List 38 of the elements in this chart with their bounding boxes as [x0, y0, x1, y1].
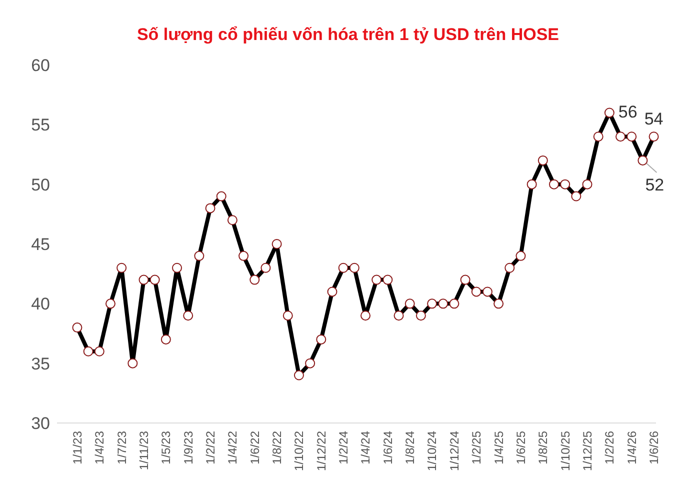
chart-title: Số lượng cổ phiếu vốn hóa trên 1 tỷ USD trên HOSE: [136, 25, 560, 44]
y-tick-label: 55: [31, 116, 50, 135]
x-tick-label: 1/8/25: [536, 430, 550, 464]
y-tick-label: 45: [31, 234, 50, 254]
y-tick-label: 60: [31, 56, 50, 75]
x-tick-label: 1/1/23: [70, 430, 84, 464]
x-tick-label: 1/8/24: [403, 430, 418, 464]
data-label: 56: [618, 102, 638, 122]
x-tick-label: 1/6/25: [514, 430, 528, 464]
x-tick-label: 1/2/24: [336, 430, 351, 464]
x-tick-label: 1/4/24: [358, 430, 373, 464]
y-tick-label: 50: [31, 175, 50, 194]
x-tick-label: 1/4/23: [92, 430, 107, 464]
data-label: 52: [645, 175, 664, 194]
x-tick-label: 1/2/26: [602, 430, 617, 464]
x-tick-label: 1/7/23: [114, 430, 129, 464]
x-tick-label: 1/5/23: [159, 430, 174, 464]
y-tick-label: 30: [31, 414, 50, 433]
x-tick-label: 1/4/26: [624, 430, 639, 464]
x-tick-label: 1/10/25: [558, 430, 572, 472]
x-tick-label: 1/6/22: [248, 430, 262, 464]
x-tick-label: 1/10/24: [425, 430, 440, 472]
x-tick-label: 1/6/26: [646, 430, 661, 464]
y-tick-label: 40: [31, 294, 50, 314]
x-tick-label: 1/2/22: [203, 430, 218, 464]
x-tick-label: 1/2/25: [470, 430, 484, 464]
x-tick-label: 1/8/22: [270, 430, 284, 464]
data-label: 54: [644, 110, 664, 129]
x-tick-label: 1/10/22: [292, 430, 306, 472]
x-tick-label: 1/6/24: [380, 430, 395, 464]
y-tick-label: 35: [31, 354, 50, 374]
x-tick-label: 1/4/22: [226, 430, 240, 464]
x-tick-label: 1/9/23: [181, 430, 196, 464]
x-tick-label: 1/4/25: [492, 430, 506, 464]
x-tick-label: 1/12/24: [447, 430, 462, 472]
x-tick-label: 1/12/22: [314, 430, 328, 472]
x-tick-label: 1/12/25: [580, 430, 594, 472]
x-tick-label: 1/11/23: [136, 430, 151, 470]
